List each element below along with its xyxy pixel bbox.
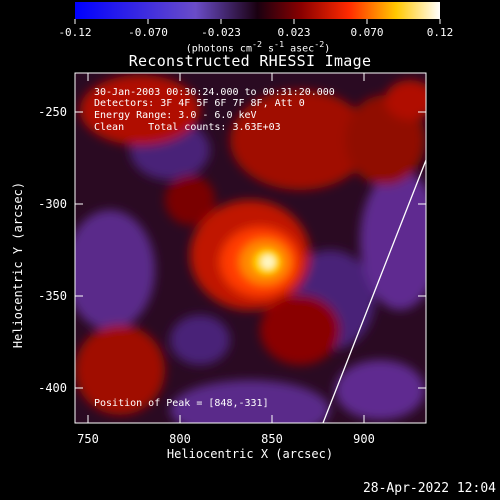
plot-frame bbox=[74, 72, 427, 424]
x-tick-label: 850 bbox=[261, 432, 283, 446]
y-tick-label: -300 bbox=[38, 197, 67, 211]
x-axis-label: Heliocentric X (arcsec) bbox=[166, 447, 334, 461]
colorbar-gradient bbox=[75, 2, 440, 19]
x-tick-label: 800 bbox=[169, 432, 191, 446]
colorbar-tick: -0.023 bbox=[201, 26, 241, 39]
colorbar-tick: 0.070 bbox=[350, 26, 384, 39]
colorbar-tick: 0.12 bbox=[426, 26, 454, 39]
image-title: Reconstructed RHESSI Image bbox=[128, 52, 372, 70]
y-tick-label: -250 bbox=[38, 105, 67, 119]
timestamp: 28-Apr-2022 12:04 bbox=[362, 481, 496, 496]
colorbar-tick: 0.023 bbox=[277, 26, 311, 39]
y-axis-label: Heliocentric Y (arcsec) bbox=[11, 181, 25, 349]
colorbar-tick: -0.12 bbox=[58, 26, 92, 39]
rhessi-image bbox=[75, 73, 426, 423]
peak-position: Position of Peak = [848,-331] bbox=[94, 398, 269, 409]
info-line-time: 30-Jan-2003 00:30:24.000 to 00:31:20.000 bbox=[94, 87, 335, 98]
info-line-detectors: Detectors: 3F 4F 5F 6F 7F 8F, Att 0 bbox=[94, 98, 305, 109]
x-tick-label: 750 bbox=[77, 432, 99, 446]
info-line-energy: Energy Range: 3.0 - 6.0 keV bbox=[94, 110, 257, 121]
y-tick-label: -350 bbox=[38, 289, 67, 303]
x-tick-label: 900 bbox=[353, 432, 375, 446]
colorbar-tick: -0.070 bbox=[128, 26, 168, 39]
colorbar-unit: (photons cm-2 s-1 asec-2) bbox=[185, 39, 331, 55]
y-tick-label: -400 bbox=[38, 381, 67, 395]
info-line-counts: Clean Total counts: 3.63E+03 bbox=[94, 122, 281, 133]
